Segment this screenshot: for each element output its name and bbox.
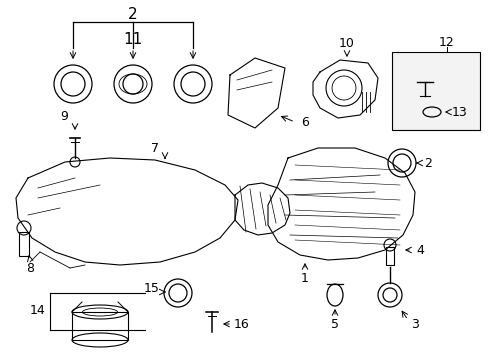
Text: 7: 7 (151, 141, 159, 154)
Text: 11: 11 (123, 32, 142, 46)
Bar (72, 312, 128, 340)
Text: 4: 4 (415, 243, 423, 257)
Text: 6: 6 (301, 116, 308, 129)
Text: 1: 1 (301, 271, 308, 284)
Text: 2: 2 (128, 6, 138, 22)
Text: 13: 13 (451, 105, 467, 118)
Bar (391, 52, 479, 130)
Text: 9: 9 (60, 109, 68, 122)
Text: 8: 8 (26, 261, 34, 274)
Text: 2: 2 (423, 157, 431, 170)
Bar (385, 247, 393, 265)
Text: 12: 12 (438, 36, 454, 49)
Text: 15: 15 (144, 282, 160, 294)
Text: 16: 16 (234, 318, 249, 330)
Text: 14: 14 (30, 303, 46, 316)
Bar (19, 232, 29, 256)
Text: 5: 5 (330, 319, 338, 332)
Text: 10: 10 (338, 36, 354, 50)
Text: 3: 3 (410, 319, 418, 332)
